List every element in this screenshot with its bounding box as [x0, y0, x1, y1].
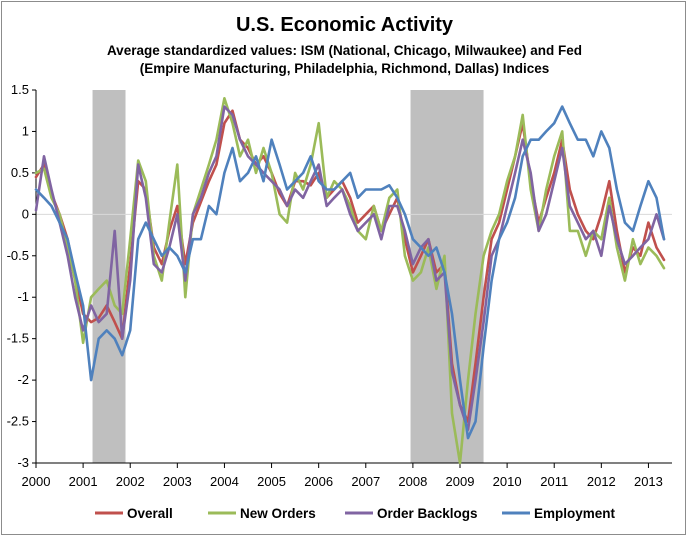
recession-bands — [92, 90, 484, 463]
x-tick-label: 2002 — [116, 474, 145, 489]
y-tick-label: 1.5 — [11, 82, 29, 97]
x-tick-label: 2001 — [69, 474, 98, 489]
series-line-employment — [34, 105, 666, 440]
x-tick-label: 2011 — [540, 474, 568, 489]
chart-title: U.S. Economic Activity — [235, 14, 454, 36]
y-tick-label: 0.5 — [11, 165, 29, 180]
legend-label: New Orders — [240, 506, 316, 521]
y-tick-label: -2 — [17, 372, 29, 387]
axes: 1.5 1 0.5 0 -0.5 -1 -1.5 -2 -2.5 -3 2000 2001 2002 20… — [7, 82, 672, 489]
chart-subtitle-line-1: Average standardized values: ISM (Nation… — [106, 43, 583, 58]
series-line-order-backlogs — [34, 105, 666, 432]
x-tick-label: 2006 — [304, 474, 333, 489]
x-tick-label: 2010 — [493, 474, 522, 489]
y-tick-label: -1 — [17, 289, 29, 304]
x-tick-label: 2005 — [257, 474, 286, 489]
y-tick-label: -2.5 — [7, 414, 29, 429]
y-tick-label: 1 — [22, 123, 29, 138]
series-line-overall — [34, 109, 666, 423]
chart-subtitle: Average standardized values: ISM (Nation… — [0, 42, 689, 78]
x-tick-label: 2003 — [163, 474, 192, 489]
series-lines — [34, 97, 666, 465]
y-tick-label: -3 — [17, 455, 29, 470]
y-tick-label: -0.5 — [7, 248, 29, 263]
legend-label: Overall — [127, 506, 173, 521]
y-tick-label: 0 — [22, 206, 29, 221]
x-tick-label: 2000 — [22, 474, 51, 489]
legend-label: Employment — [534, 506, 616, 521]
series-line-new-orders — [34, 97, 666, 465]
x-tick-label: 2004 — [210, 474, 239, 489]
x-tick-label: 2008 — [398, 474, 427, 489]
x-tick-label: 2007 — [351, 474, 380, 489]
x-tick-label: 2012 — [587, 474, 616, 489]
legend: Overall New Orders Order Backlogs Employmen… — [95, 506, 616, 521]
chart-subtitle-line-2: (Empire Manufacturing, Philadelphia, Ric… — [139, 61, 550, 76]
x-tick-label: 2013 — [634, 474, 663, 489]
x-tick-label: 2009 — [446, 474, 475, 489]
legend-label: Order Backlogs — [377, 506, 478, 521]
y-tick-label: -1.5 — [7, 331, 29, 346]
